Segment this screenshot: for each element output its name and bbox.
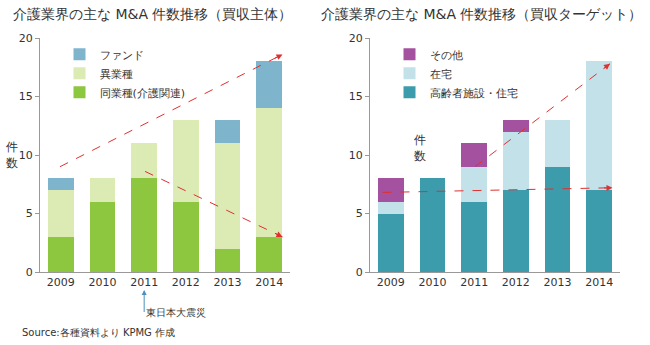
svg-text:Source:各種資料より KPMG 作成: Source:各種資料より KPMG 作成 [22, 327, 175, 338]
svg-text:同業種(介護関連): 同業種(介護関連) [100, 87, 186, 100]
svg-text:2012: 2012 [172, 276, 200, 289]
svg-text:介護業界の主な M&A 件数推移（買収主体）: 介護業界の主な M&A 件数推移（買収主体） [13, 6, 292, 22]
svg-text:10: 10 [349, 149, 363, 162]
svg-text:東日本大震災: 東日本大震災 [146, 307, 206, 318]
svg-text:2010: 2010 [419, 276, 447, 289]
svg-text:0: 0 [356, 266, 363, 279]
svg-text:その他: その他 [430, 49, 463, 62]
svg-text:介護業界の主な M&A 件数推移（買収ターゲット）: 介護業界の主な M&A 件数推移（買収ターゲット） [321, 6, 642, 22]
svg-text:2014: 2014 [585, 276, 613, 289]
svg-text:高齢者施設・住宅: 高齢者施設・住宅 [430, 87, 518, 100]
svg-text:2009: 2009 [377, 276, 405, 289]
svg-text:2011: 2011 [460, 276, 488, 289]
svg-text:15: 15 [19, 90, 33, 103]
svg-text:20: 20 [19, 32, 33, 45]
svg-text:2011: 2011 [130, 276, 158, 289]
svg-text:5: 5 [356, 207, 363, 220]
svg-text:異業種: 異業種 [100, 68, 133, 81]
svg-text:2013: 2013 [214, 276, 242, 289]
svg-text:件数: 件数 [414, 133, 426, 163]
svg-text:在宅: 在宅 [430, 68, 452, 81]
svg-text:15: 15 [349, 90, 363, 103]
svg-text:5: 5 [26, 207, 33, 220]
svg-text:2014: 2014 [255, 276, 283, 289]
svg-text:2013: 2013 [544, 276, 572, 289]
svg-text:件数: 件数 [6, 140, 18, 170]
svg-text:20: 20 [349, 32, 363, 45]
svg-text:2010: 2010 [89, 276, 117, 289]
svg-text:10: 10 [19, 149, 33, 162]
svg-text:0: 0 [26, 266, 33, 279]
svg-text:ファンド: ファンド [100, 49, 144, 62]
svg-text:2012: 2012 [502, 276, 530, 289]
svg-text:2009: 2009 [47, 276, 75, 289]
